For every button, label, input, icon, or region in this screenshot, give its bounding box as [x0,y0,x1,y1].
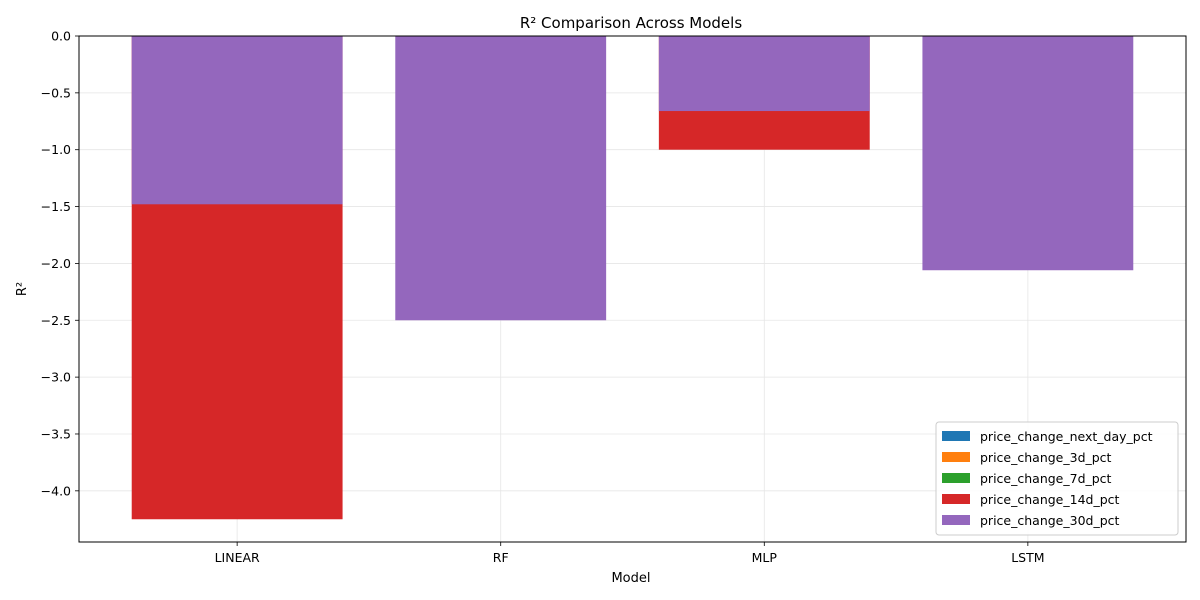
x-tick-label: LINEAR [215,550,260,565]
legend-swatch [942,431,970,441]
legend-label: price_change_7d_pct [980,471,1112,486]
y-tick-label: −3.0 [41,370,71,385]
y-tick-label: −1.5 [41,199,71,214]
x-tick-label: LSTM [1011,550,1044,565]
y-axis-label: R² [15,282,30,296]
y-tick-label: −3.5 [41,426,71,441]
bar [131,36,343,205]
bars [131,36,1134,520]
bar [922,36,1134,271]
plot-frame [78,35,1187,543]
y-tick-label: −0.5 [41,85,71,100]
legend-swatch [942,452,970,462]
legend-label: price_change_3d_pct [980,450,1112,465]
y-tick-label: 0.0 [51,29,71,44]
legend-swatch [942,494,970,504]
legend-label: price_change_30d_pct [980,513,1120,528]
x-tick-label: MLP [752,550,778,565]
legend-box [935,421,1179,536]
bar [658,36,870,112]
legend: price_change_next_day_pct price_change_3d… [935,421,1179,536]
y-tick-label: −2.0 [41,256,71,271]
legend-label: price_change_14d_pct [980,492,1120,507]
x-axis-label: Model [611,571,650,586]
y-tick-label: −4.0 [41,483,71,498]
x-tick-label: RF [493,550,509,565]
x-axis-ticks: LINEAR RF MLP LSTM [215,542,1045,565]
legend-label: price_change_next_day_pct [980,429,1153,444]
bar [395,36,607,321]
y-tick-label: −1.0 [41,142,71,157]
y-tick-label: −2.5 [41,313,71,328]
legend-swatch [942,515,970,525]
legend-swatch [942,473,970,483]
y-axis-ticks: 0.0 −0.5 −1.0 −1.5 −2.0 −2.5 −3.0 −3.5 −4.0 [41,29,79,498]
chart-title: R² Comparison Across Models [520,14,742,32]
